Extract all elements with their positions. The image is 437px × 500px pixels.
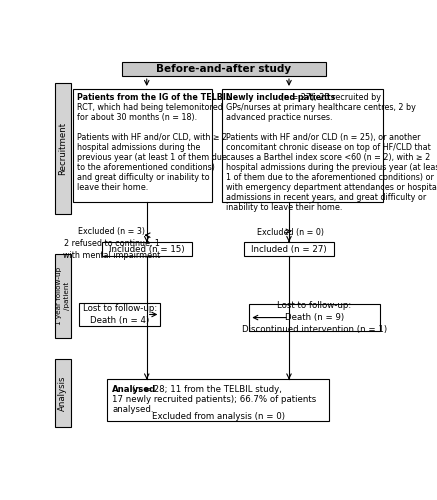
Text: 17 newly recruited patients); 66.7% of patients: 17 newly recruited patients); 66.7% of p…: [112, 394, 316, 404]
Text: RCT, which had being telemonitored: RCT, which had being telemonitored: [77, 102, 223, 112]
Text: Recruitment: Recruitment: [58, 122, 67, 175]
FancyBboxPatch shape: [222, 89, 383, 202]
FancyBboxPatch shape: [55, 83, 71, 214]
Text: Excluded (n = 0): Excluded (n = 0): [257, 228, 323, 237]
Text: Analysed: Analysed: [112, 384, 156, 394]
Text: Included (n = 27): Included (n = 27): [251, 244, 327, 254]
Text: 1 year follow-up
/patient: 1 year follow-up /patient: [56, 267, 69, 325]
Text: hospital admissions during the: hospital admissions during the: [77, 143, 201, 152]
Text: Patients from the IG of the TELBIL: Patients from the IG of the TELBIL: [77, 92, 231, 102]
Text: for about 30 months (n = 18).: for about 30 months (n = 18).: [77, 112, 198, 122]
FancyBboxPatch shape: [55, 254, 71, 338]
FancyBboxPatch shape: [79, 304, 160, 326]
Text: GPs/nurses at primary healthcare centres, 2 by: GPs/nurses at primary healthcare centres…: [225, 102, 416, 112]
Text: admissions in recent years, and great difficulty or: admissions in recent years, and great di…: [225, 193, 426, 202]
Text: Patients with HF and/or CLD (n = 25), or another: Patients with HF and/or CLD (n = 25), or…: [225, 133, 420, 142]
Text: and great difficulty or inability to: and great difficulty or inability to: [77, 173, 210, 182]
Text: Newly included patients: Newly included patients: [225, 92, 335, 102]
Text: causes a Barthel index score <60 (n = 2), with ≥ 2: causes a Barthel index score <60 (n = 2)…: [225, 153, 430, 162]
Text: Analysis: Analysis: [58, 375, 67, 410]
Text: to the aforementioned conditions): to the aforementioned conditions): [77, 163, 215, 172]
Text: with emergency department attendances or hospital: with emergency department attendances or…: [225, 183, 437, 192]
Text: Included (n = 15): Included (n = 15): [109, 244, 185, 254]
Text: Lost to follow-up:
Death (n = 9)
Discontinued intervention (n = 1): Lost to follow-up: Death (n = 9) Discont…: [242, 302, 387, 334]
FancyBboxPatch shape: [107, 379, 329, 420]
Text: previous year (at least 1 of them due: previous year (at least 1 of them due: [77, 153, 227, 162]
FancyBboxPatch shape: [55, 359, 71, 426]
Text: analysed.: analysed.: [112, 404, 154, 413]
Text: hospital admissions during the previous year (at least: hospital admissions during the previous …: [225, 163, 437, 172]
Text: Excluded from analysis (n = 0): Excluded from analysis (n = 0): [152, 412, 284, 422]
Text: inability to leave their home.: inability to leave their home.: [225, 203, 342, 212]
FancyBboxPatch shape: [122, 62, 326, 76]
Text: 1 of them due to the aforementioned conditions) or: 1 of them due to the aforementioned cond…: [225, 173, 434, 182]
FancyBboxPatch shape: [250, 304, 380, 332]
Text: (n = 28; 11 from the TELBIL study,: (n = 28; 11 from the TELBIL study,: [132, 384, 281, 394]
Text: Lost to follow-up:
Death (n = 4): Lost to follow-up: Death (n = 4): [83, 304, 157, 325]
Text: Patients with HF and/or CLD, with ≥ 2: Patients with HF and/or CLD, with ≥ 2: [77, 133, 228, 142]
FancyBboxPatch shape: [244, 242, 334, 256]
FancyBboxPatch shape: [102, 242, 192, 256]
Text: Excluded (n = 3)
2 refused to continue, 1
with mental impairment: Excluded (n = 3) 2 refused to continue, …: [63, 228, 160, 260]
FancyBboxPatch shape: [73, 89, 212, 202]
Text: Before-and-after study: Before-and-after study: [156, 64, 291, 74]
Text: advanced practice nurses.: advanced practice nurses.: [225, 112, 332, 122]
Text: (n = 27); 25 recruited by: (n = 27); 25 recruited by: [281, 92, 381, 102]
Text: concomitant chronic disease on top of HF/CLD that: concomitant chronic disease on top of HF…: [225, 143, 430, 152]
Text: leave their home.: leave their home.: [77, 183, 149, 192]
